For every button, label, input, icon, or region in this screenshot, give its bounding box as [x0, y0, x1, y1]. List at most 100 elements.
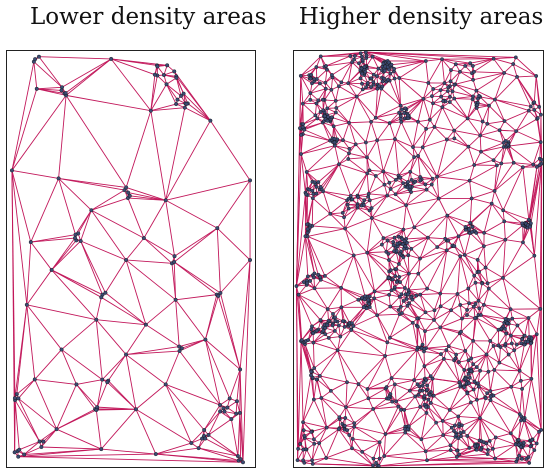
mesh-node [381, 169, 386, 174]
mesh-edge [347, 69, 361, 84]
mesh-edge [333, 126, 344, 141]
mesh-node [312, 180, 317, 185]
mesh-node [447, 408, 452, 412]
mesh-node [537, 163, 542, 168]
mesh-edge [354, 426, 380, 443]
mesh-edge [344, 228, 368, 253]
mesh-node [425, 387, 430, 392]
mesh-node [465, 391, 470, 396]
mesh-node [218, 409, 223, 414]
mesh-edge [330, 212, 343, 215]
mesh-edge [135, 384, 167, 410]
mesh-edge [419, 294, 435, 311]
mesh-node [177, 349, 182, 353]
mesh-edge [125, 237, 145, 261]
mesh-node [445, 213, 450, 218]
mesh-edge [334, 307, 342, 318]
mesh-edge [480, 151, 494, 161]
mesh-node [375, 74, 379, 79]
mesh-edge [302, 375, 312, 423]
mesh-edge [173, 227, 218, 263]
mesh-edge [425, 434, 444, 452]
mesh-edge [348, 122, 367, 143]
mesh-node [502, 71, 507, 75]
mesh-node [172, 254, 177, 259]
mesh-edge [486, 340, 491, 355]
mesh-node [460, 316, 464, 321]
mesh-edge [11, 170, 32, 243]
mesh-node [481, 244, 486, 249]
mesh-edge [434, 126, 448, 140]
mesh-node [416, 271, 421, 276]
mesh-node [386, 60, 391, 65]
mesh-edge [479, 398, 487, 419]
mesh-edge [340, 287, 359, 301]
mesh-edge [436, 176, 440, 199]
mesh-node [441, 433, 446, 437]
mesh-edge [318, 163, 340, 183]
mesh-edge [330, 213, 345, 218]
mesh-node [189, 441, 194, 446]
mesh-edge [503, 221, 506, 240]
mesh-edge [344, 217, 372, 229]
mesh-edge [330, 199, 348, 215]
mesh-edge [439, 309, 452, 328]
mesh-edge [34, 379, 58, 430]
mesh-node [301, 122, 306, 127]
mesh-node [409, 295, 414, 300]
mesh-edge [332, 117, 350, 124]
mesh-node [466, 286, 471, 291]
mesh-edge [366, 237, 384, 253]
mesh-edge [445, 349, 455, 361]
mesh-node [301, 458, 306, 463]
mesh-edge [391, 349, 418, 379]
mesh-node [248, 178, 253, 183]
mesh-edge [457, 288, 469, 295]
mesh-edge [51, 269, 102, 298]
mesh-edge [485, 239, 506, 268]
mesh-node [99, 295, 104, 300]
mesh-edge [358, 355, 386, 385]
mesh-node [372, 289, 377, 294]
mesh-edge [404, 273, 410, 289]
mesh-edge [419, 249, 447, 259]
mesh-edge [408, 273, 410, 291]
mesh-edge [373, 406, 399, 410]
mesh-edge [76, 379, 103, 385]
mesh-edge [466, 417, 481, 437]
mesh-edge [362, 88, 378, 90]
mesh-node [473, 444, 477, 449]
mesh-edge [203, 404, 221, 431]
mesh-edge [419, 237, 429, 259]
mesh-edge [353, 252, 368, 256]
mesh-edge [125, 354, 137, 410]
mesh-edge [425, 311, 435, 321]
mesh-node [397, 110, 401, 115]
mesh-node [486, 448, 490, 452]
mesh-edge [450, 71, 461, 82]
mesh-node [408, 169, 413, 174]
mesh-node [34, 86, 39, 91]
mesh-edge [298, 287, 315, 296]
mesh-edge [467, 275, 475, 289]
mesh-node [417, 384, 422, 389]
mesh-edge [395, 186, 406, 195]
mesh-edge [463, 417, 481, 433]
mesh-edge [345, 382, 348, 408]
mesh-edge [61, 58, 112, 88]
mesh-edge [478, 386, 491, 392]
mesh-node [449, 308, 453, 313]
mesh-node [311, 397, 316, 402]
mesh-node [425, 286, 430, 291]
mesh-node [308, 76, 313, 81]
mesh-edge [467, 288, 479, 302]
mesh-edge [540, 114, 543, 160]
mesh-edge [528, 308, 541, 319]
mesh-edge [304, 344, 315, 369]
mesh-edge [400, 121, 414, 148]
mesh-node [317, 374, 322, 378]
mesh-node [301, 280, 306, 285]
mesh-node [521, 240, 525, 245]
mesh-edge [176, 77, 185, 94]
mesh-node [396, 404, 401, 409]
